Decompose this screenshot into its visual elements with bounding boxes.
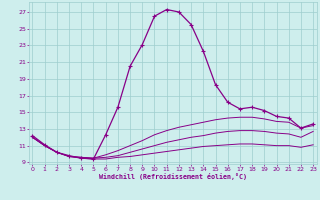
X-axis label: Windchill (Refroidissement éolien,°C): Windchill (Refroidissement éolien,°C) <box>99 173 247 180</box>
